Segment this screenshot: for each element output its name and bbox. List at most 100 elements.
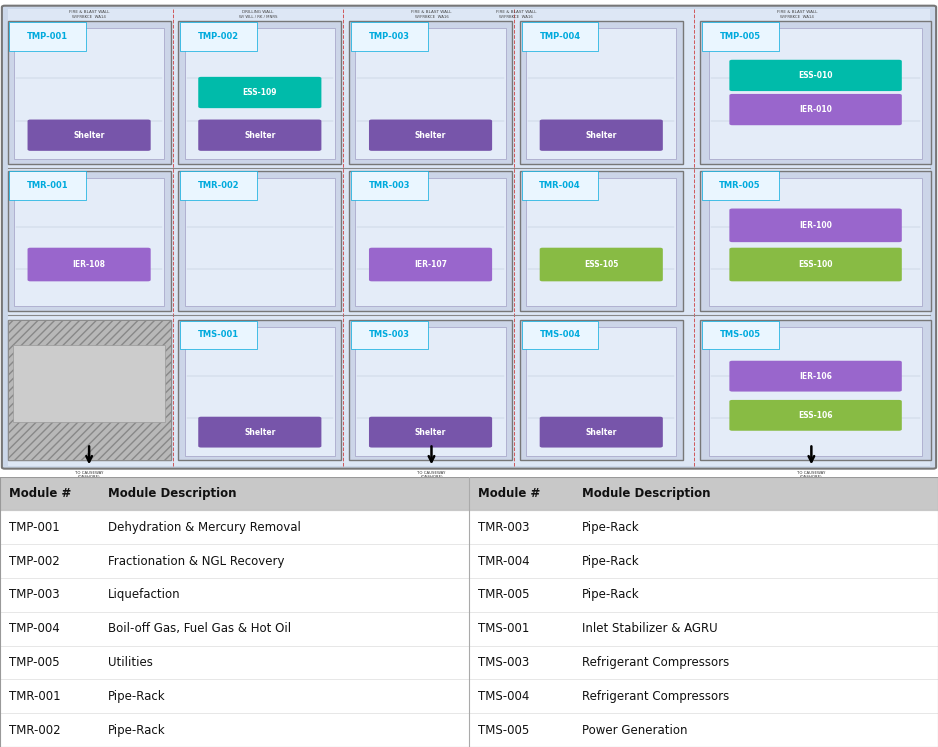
Text: IER-108: IER-108 <box>72 260 106 269</box>
Bar <box>709 327 922 456</box>
Text: Liquefaction: Liquefaction <box>108 589 180 601</box>
Text: FIRE & BLAST WALL: FIRE & BLAST WALL <box>777 10 818 14</box>
Text: TMP-005: TMP-005 <box>719 32 761 41</box>
Text: Fractionation & NGL Recovery: Fractionation & NGL Recovery <box>108 554 284 568</box>
FancyBboxPatch shape <box>180 171 257 199</box>
Text: Shelter: Shelter <box>415 427 446 437</box>
Text: TMP-003: TMP-003 <box>369 32 410 41</box>
FancyBboxPatch shape <box>522 320 598 349</box>
Text: Refrigerant Compressors: Refrigerant Compressors <box>582 689 729 703</box>
Text: W/FRBKCE  WA16: W/FRBKCE WA16 <box>415 15 448 19</box>
Text: TMP-002: TMP-002 <box>198 32 239 41</box>
Text: Pipe-Rack: Pipe-Rack <box>108 689 165 703</box>
Bar <box>8 171 171 311</box>
Bar <box>356 28 506 159</box>
Bar <box>13 345 165 422</box>
FancyBboxPatch shape <box>198 77 322 108</box>
Text: TMP-004: TMP-004 <box>9 622 60 635</box>
Text: TMP-001: TMP-001 <box>27 32 68 41</box>
FancyBboxPatch shape <box>369 248 492 282</box>
Text: TO CAUSEWAY
(ONSHORE)
RKS11: TO CAUSEWAY (ONSHORE) RKS11 <box>417 471 446 484</box>
Text: W/FRBKCE  WA14: W/FRBKCE WA14 <box>72 15 106 19</box>
FancyBboxPatch shape <box>730 361 901 391</box>
Text: TMR-005: TMR-005 <box>719 181 761 190</box>
Text: ESS-100: ESS-100 <box>798 260 833 269</box>
Text: TMS-005: TMS-005 <box>478 724 530 737</box>
Bar <box>14 28 164 159</box>
FancyBboxPatch shape <box>27 120 151 151</box>
Text: Shelter: Shelter <box>73 131 105 140</box>
FancyBboxPatch shape <box>369 417 492 447</box>
Bar <box>8 320 171 460</box>
Text: Pipe-Rack: Pipe-Rack <box>582 554 639 568</box>
Text: Shelter: Shelter <box>415 131 446 140</box>
Text: ESS-010: ESS-010 <box>798 71 833 80</box>
Text: Module #: Module # <box>9 487 71 500</box>
Text: Shelter: Shelter <box>585 131 617 140</box>
FancyBboxPatch shape <box>351 22 428 51</box>
Text: TO CAUSEWAY
(ONSHORE)
RKS11: TO CAUSEWAY (ONSHORE) RKS11 <box>797 471 825 484</box>
Text: Module Description: Module Description <box>108 487 236 500</box>
Bar <box>356 327 506 456</box>
Text: TMR-003: TMR-003 <box>478 521 530 534</box>
Text: Shelter: Shelter <box>244 131 276 140</box>
Text: TMP-003: TMP-003 <box>9 589 60 601</box>
Text: FIRE & BLAST WALL: FIRE & BLAST WALL <box>68 10 110 14</box>
Bar <box>8 320 171 460</box>
Text: TMR-004: TMR-004 <box>478 554 530 568</box>
FancyBboxPatch shape <box>522 22 598 51</box>
Bar <box>14 178 164 306</box>
Text: IER-106: IER-106 <box>799 372 832 381</box>
Text: Boil-off Gas, Fuel Gas & Hot Oil: Boil-off Gas, Fuel Gas & Hot Oil <box>108 622 291 635</box>
FancyBboxPatch shape <box>198 417 322 447</box>
Text: Utilities: Utilities <box>108 656 153 669</box>
Bar <box>700 22 931 164</box>
FancyBboxPatch shape <box>730 400 901 431</box>
Text: TMS-004: TMS-004 <box>539 330 581 339</box>
Bar <box>526 327 676 456</box>
FancyBboxPatch shape <box>539 417 663 447</box>
Text: W/ WLL / RK / MNRS: W/ WLL / RK / MNRS <box>238 15 278 19</box>
Bar <box>185 178 335 306</box>
Text: Module Description: Module Description <box>582 487 710 500</box>
Text: Pipe-Rack: Pipe-Rack <box>108 724 165 737</box>
Text: TMS-004: TMS-004 <box>478 689 530 703</box>
Text: TMR-002: TMR-002 <box>9 724 61 737</box>
Bar <box>526 178 676 306</box>
Bar <box>185 327 335 456</box>
Text: TMR-001: TMR-001 <box>9 689 61 703</box>
Bar <box>520 320 683 460</box>
FancyBboxPatch shape <box>2 6 936 468</box>
Text: TMR-003: TMR-003 <box>369 181 410 190</box>
Bar <box>700 320 931 460</box>
FancyBboxPatch shape <box>9 22 86 51</box>
Text: FIRE & BLAST WALL: FIRE & BLAST WALL <box>411 10 452 14</box>
Text: Shelter: Shelter <box>244 427 276 437</box>
Text: TMP-002: TMP-002 <box>9 554 60 568</box>
Text: TMS-001: TMS-001 <box>198 330 239 339</box>
Bar <box>178 171 341 311</box>
FancyBboxPatch shape <box>539 248 663 282</box>
FancyBboxPatch shape <box>351 171 428 199</box>
Text: Dehydration & Mercury Removal: Dehydration & Mercury Removal <box>108 521 301 534</box>
Bar <box>178 22 341 164</box>
FancyBboxPatch shape <box>369 120 492 151</box>
Bar <box>8 22 171 164</box>
Bar <box>700 171 931 311</box>
Text: W/FRBKCE  WA14: W/FRBKCE WA14 <box>780 15 814 19</box>
Bar <box>185 28 335 159</box>
FancyBboxPatch shape <box>9 171 86 199</box>
FancyBboxPatch shape <box>198 120 322 151</box>
Text: TMS-001: TMS-001 <box>478 622 530 635</box>
Bar <box>178 320 341 460</box>
FancyBboxPatch shape <box>730 60 901 91</box>
Text: ESS-105: ESS-105 <box>584 260 618 269</box>
FancyBboxPatch shape <box>702 22 779 51</box>
Text: DRILLING WALL: DRILLING WALL <box>242 10 274 14</box>
FancyBboxPatch shape <box>730 208 901 242</box>
Text: Shelter: Shelter <box>585 427 617 437</box>
Bar <box>349 320 512 460</box>
Bar <box>349 171 512 311</box>
FancyBboxPatch shape <box>702 171 779 199</box>
Text: FIRE & BLAST WALL: FIRE & BLAST WALL <box>495 10 537 14</box>
